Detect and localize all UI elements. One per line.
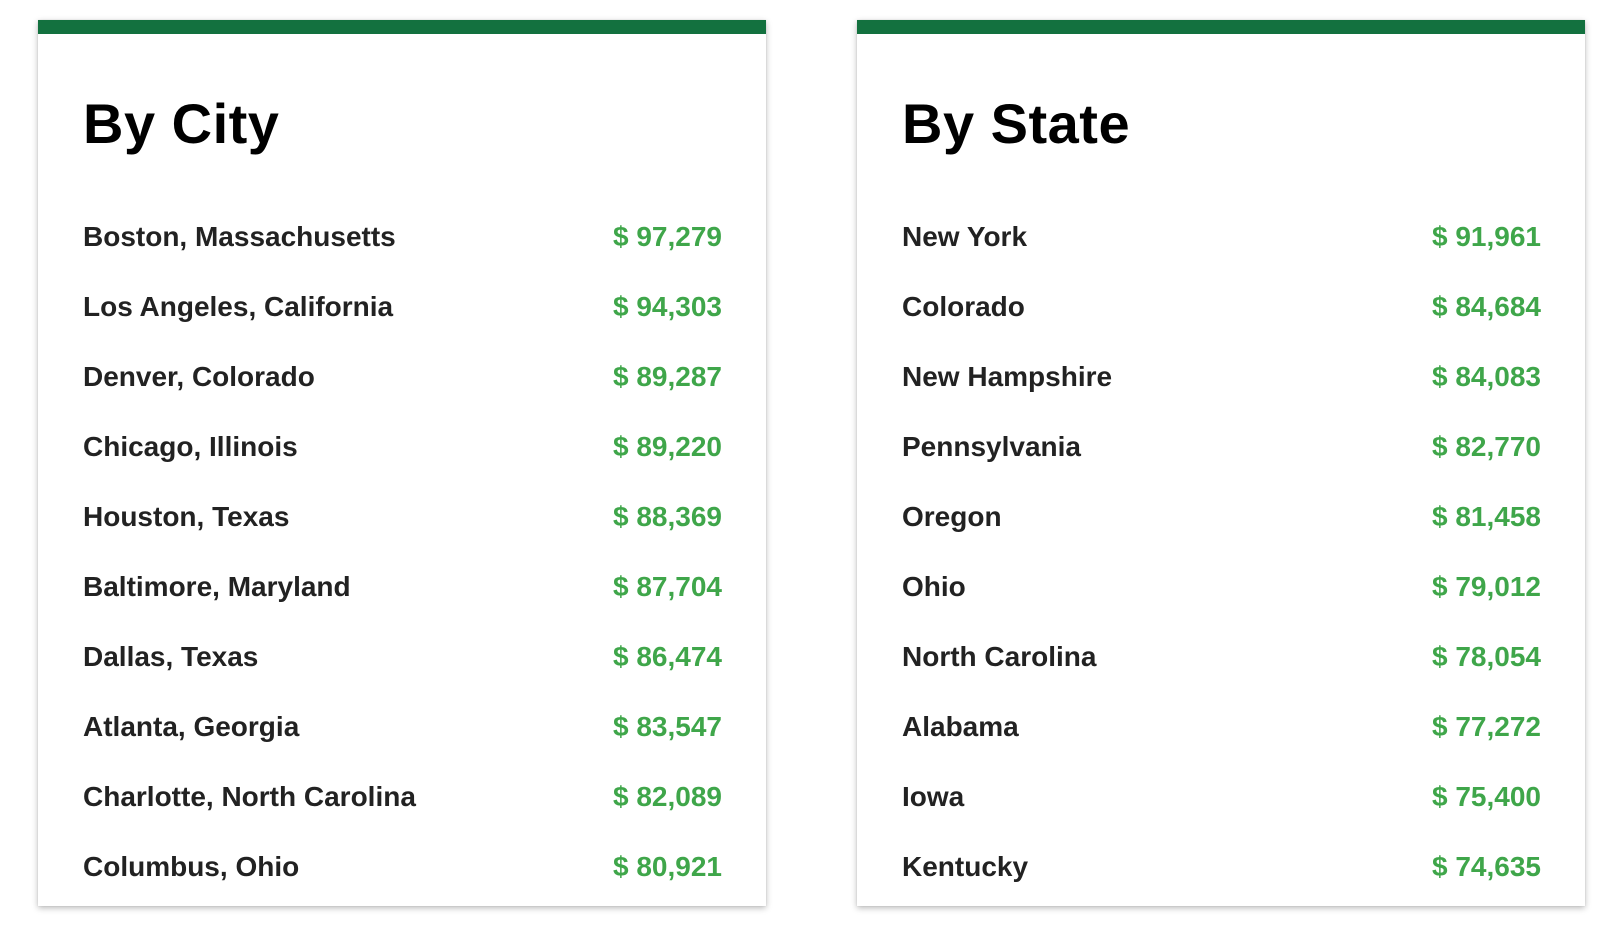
- state-salary: $ 91,961: [1432, 221, 1541, 252]
- city-name: Dallas, Texas: [83, 641, 259, 672]
- state-salary: $ 78,054: [1432, 641, 1541, 672]
- state-row: New York $ 91,961: [902, 202, 1541, 272]
- city-name: Chicago, Illinois: [83, 431, 298, 462]
- city-salary: $ 89,287: [613, 361, 722, 392]
- state-salary: $ 81,458: [1432, 501, 1541, 532]
- state-name: Iowa: [902, 781, 965, 812]
- city-name: Columbus, Ohio: [83, 851, 300, 882]
- state-salary: $ 75,400: [1432, 781, 1541, 812]
- city-name: Houston, Texas: [83, 501, 290, 532]
- city-salary: $ 80,921: [613, 851, 722, 882]
- by-state-card: By State New York $ 91,961 Colorado $ 84…: [857, 20, 1585, 906]
- state-name: Alabama: [902, 711, 1019, 742]
- city-salary: $ 86,474: [613, 641, 722, 672]
- city-name: Atlanta, Georgia: [83, 711, 300, 742]
- city-row: Houston, Texas $ 88,369: [83, 482, 722, 552]
- city-name: Boston, Massachusetts: [83, 221, 396, 252]
- state-salary: $ 82,770: [1432, 431, 1541, 462]
- city-salary: $ 97,279: [613, 221, 722, 252]
- city-row: Baltimore, Maryland $ 87,704: [83, 552, 722, 622]
- city-row: Atlanta, Georgia $ 83,547: [83, 692, 722, 762]
- state-name: New York: [902, 221, 1028, 252]
- city-row: Charlotte, North Carolina $ 82,089: [83, 762, 722, 832]
- by-city-list: Boston, Massachusetts $ 97,279 Los Angel…: [83, 202, 722, 902]
- city-salary: $ 89,220: [613, 431, 722, 462]
- state-name: Ohio: [902, 571, 966, 602]
- state-salary: $ 84,083: [1432, 361, 1541, 392]
- state-name: Oregon: [902, 501, 1002, 532]
- state-row: Oregon $ 81,458: [902, 482, 1541, 552]
- by-state-title: By State: [902, 92, 1131, 155]
- state-row: New Hampshire $ 84,083: [902, 342, 1541, 412]
- state-row: Kentucky $ 74,635: [902, 832, 1541, 902]
- city-row: Columbus, Ohio $ 80,921: [83, 832, 722, 902]
- state-row: North Carolina $ 78,054: [902, 622, 1541, 692]
- city-row: Dallas, Texas $ 86,474: [83, 622, 722, 692]
- state-name: North Carolina: [902, 641, 1097, 672]
- city-salary: $ 87,704: [613, 571, 722, 602]
- state-name: Kentucky: [902, 851, 1029, 882]
- by-city-title: By City: [83, 92, 280, 155]
- city-row: Los Angeles, California $ 94,303: [83, 272, 722, 342]
- state-name: New Hampshire: [902, 361, 1113, 392]
- state-row: Ohio $ 79,012: [902, 552, 1541, 622]
- city-salary: $ 83,547: [613, 711, 722, 742]
- state-name: Colorado: [902, 291, 1025, 322]
- state-row: Iowa $ 75,400: [902, 762, 1541, 832]
- state-name: Pennsylvania: [902, 431, 1081, 462]
- state-row: Alabama $ 77,272: [902, 692, 1541, 762]
- by-city-card: By City Boston, Massachusetts $ 97,279 L…: [38, 20, 766, 906]
- state-row: Colorado $ 84,684: [902, 272, 1541, 342]
- state-salary: $ 74,635: [1432, 851, 1541, 882]
- city-name: Los Angeles, California: [83, 291, 394, 322]
- city-name: Baltimore, Maryland: [83, 571, 351, 602]
- city-name: Denver, Colorado: [83, 361, 315, 392]
- state-salary: $ 79,012: [1432, 571, 1541, 602]
- city-row: Denver, Colorado $ 89,287: [83, 342, 722, 412]
- state-row: Pennsylvania $ 82,770: [902, 412, 1541, 482]
- city-row: Chicago, Illinois $ 89,220: [83, 412, 722, 482]
- city-salary: $ 88,369: [613, 501, 722, 532]
- city-salary: $ 82,089: [613, 781, 722, 812]
- state-salary: $ 77,272: [1432, 711, 1541, 742]
- by-state-list: New York $ 91,961 Colorado $ 84,684 New …: [902, 202, 1541, 902]
- city-name: Charlotte, North Carolina: [83, 781, 416, 812]
- city-row: Boston, Massachusetts $ 97,279: [83, 202, 722, 272]
- state-salary: $ 84,684: [1432, 291, 1541, 322]
- city-salary: $ 94,303: [613, 291, 722, 322]
